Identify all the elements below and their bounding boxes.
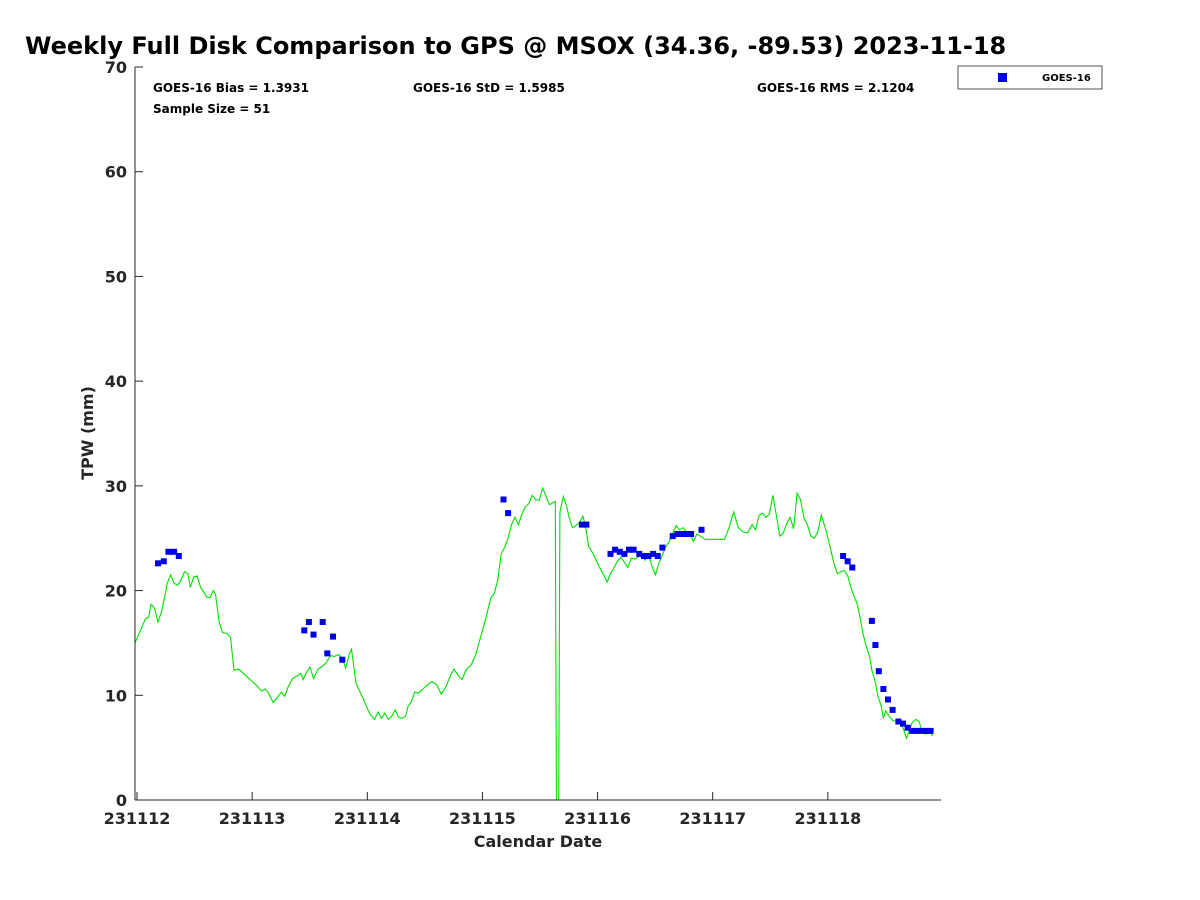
goes-16-series (155, 496, 934, 734)
x-tick-label: 231115 (449, 809, 516, 828)
goes-16-point (630, 546, 637, 553)
goes-16-point (171, 548, 178, 555)
goes-16-point (301, 627, 308, 634)
x-axis-ticks: 231112 231113 231114 231115 231116 231117 2311… (104, 792, 861, 828)
goes-16-point (160, 558, 167, 565)
goes-16-point (872, 642, 879, 648)
plot-background (135, 67, 941, 800)
y-tick-label: 60 (105, 163, 127, 182)
std-annotation: GOES-16 StD = 1.5985 (413, 81, 565, 95)
goes-16-point (688, 531, 695, 537)
goes-16-point (175, 553, 182, 559)
bias-annotation: GOES-16 Bias = 1.3931 (153, 81, 309, 95)
y-tick-label: 30 (105, 477, 127, 496)
goes-16-point (616, 548, 623, 555)
goes-16-point (645, 553, 652, 559)
legend: GOES-16 (957, 65, 1103, 90)
goes-16-point (305, 619, 312, 625)
goes-16-point (636, 550, 643, 557)
goes-16-point (895, 718, 902, 725)
y-tick-label: 40 (105, 372, 127, 391)
goes-16-point (669, 533, 676, 540)
goes-16-point (844, 558, 851, 565)
goes-16-point (626, 546, 632, 553)
goes-16-point (319, 619, 326, 625)
gps-series (134, 486, 934, 801)
y-tick-label: 50 (105, 267, 127, 286)
x-tick-label: 231112 (104, 809, 171, 828)
stats-annotations: GOES-16 Bias = 1.3931 GOES-16 StD = 1.59… (153, 81, 914, 116)
goes-16-point (607, 550, 614, 557)
rms-annotation: GOES-16 RMS = 2.1204 (757, 81, 914, 95)
x-tick-label: 231118 (794, 809, 861, 828)
gps-tpw-line (134, 486, 934, 801)
y-axis-ticks: 0 10 20 30 40 50 60 70 (105, 58, 143, 810)
x-tick-label: 231116 (564, 809, 631, 828)
goes-16-point (885, 696, 891, 703)
y-tick-label: 0 (116, 791, 127, 810)
goes-16-point (868, 617, 875, 624)
goes-16-point (339, 656, 346, 663)
goes-16-point (505, 510, 512, 517)
goes-16-point (659, 544, 666, 551)
goes-16-point (840, 553, 847, 559)
goes-16-point (683, 531, 690, 537)
goes-16-point (698, 526, 705, 533)
goes-16-point (909, 727, 916, 734)
y-tick-label: 70 (105, 58, 127, 77)
goes-16-point (324, 650, 331, 657)
goes-16-point (913, 727, 920, 734)
legend-box (957, 65, 1103, 90)
legend-marker-goes-16 (998, 73, 1007, 82)
goes-16-point (583, 521, 590, 528)
goes-16-point (880, 686, 887, 692)
goes-16-point (904, 724, 911, 731)
plot-area (134, 67, 941, 801)
goes-16-point (923, 727, 929, 734)
y-axis-label: TPW (mm) (78, 386, 97, 480)
goes-16-point (612, 546, 619, 553)
legend-label-goes-16: GOES-16 (1042, 73, 1091, 84)
goes-16-point (165, 548, 172, 555)
goes-16-point (875, 668, 882, 675)
goes-16-point (155, 560, 161, 567)
x-axis-label: Calendar Date (474, 832, 603, 851)
x-tick-label: 231117 (679, 809, 746, 828)
goes-16-point (330, 633, 336, 640)
goes-16-point (927, 727, 934, 734)
goes-16-point (640, 553, 647, 559)
goes-16-point (310, 631, 317, 638)
goes-16-point (678, 531, 685, 537)
y-tick-label: 20 (105, 582, 127, 601)
goes-16-point (621, 550, 628, 557)
goes-16-point (889, 706, 896, 713)
x-tick-label: 231113 (219, 809, 286, 828)
chart-title: Weekly Full Disk Comparison to GPS @ MSO… (25, 32, 1006, 60)
goes-16-point (674, 531, 681, 537)
x-tick-label: 231114 (334, 809, 401, 828)
goes-16-point (918, 727, 925, 734)
goes-16-point (578, 521, 585, 528)
goes-16-point (650, 550, 657, 557)
goes-16-point (849, 564, 856, 571)
sample-size-annotation: Sample Size = 51 (153, 102, 270, 116)
goes-16-point (900, 720, 906, 727)
y-tick-label: 10 (105, 686, 127, 705)
goes-16-point (500, 496, 507, 503)
goes-16-point (654, 553, 661, 559)
